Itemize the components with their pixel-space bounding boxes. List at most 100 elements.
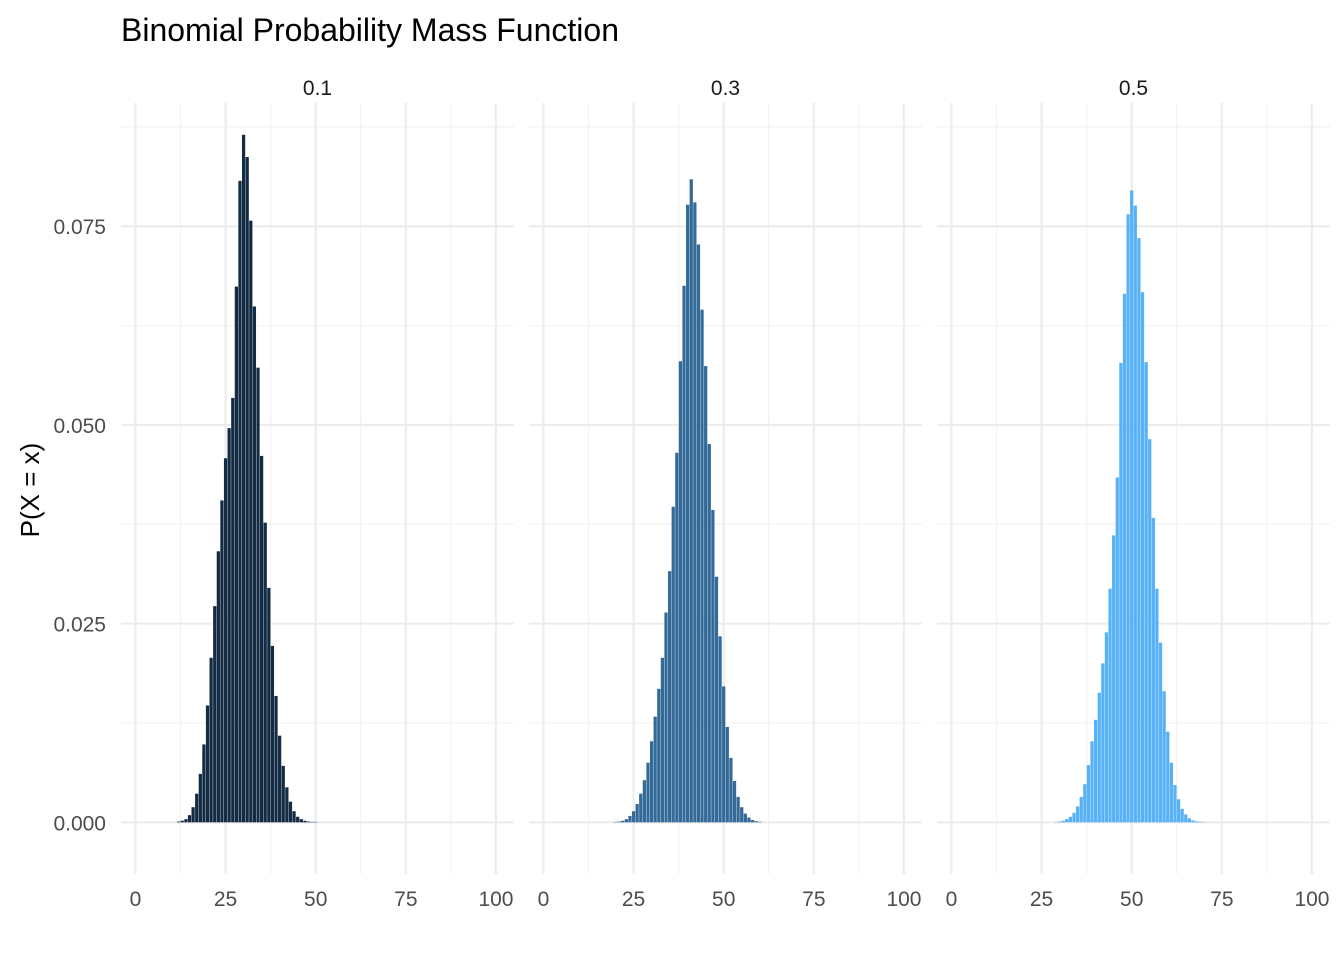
- bar-x-60: [758, 822, 761, 823]
- bar-x-46: [708, 444, 711, 822]
- bar-x-45: [296, 817, 299, 823]
- bar-x-34: [1072, 813, 1075, 823]
- x-tick-label: 50: [304, 888, 327, 911]
- bar-x-42: [693, 202, 696, 822]
- bar-x-21: [618, 822, 621, 823]
- x-tick-label: 0: [130, 888, 142, 911]
- bar-x-41: [282, 766, 285, 822]
- bar-x-54: [1145, 362, 1148, 822]
- bar-x-20: [206, 705, 209, 822]
- bar-x-16: [191, 807, 194, 822]
- bar-x-15: [188, 815, 191, 822]
- y-tick-label: 0.050: [53, 415, 106, 438]
- bar-x-63: [1177, 799, 1180, 822]
- bar-x-48: [307, 822, 310, 823]
- bar-x-53: [733, 781, 736, 822]
- bar-x-38: [271, 646, 274, 822]
- bar-x-39: [1090, 741, 1093, 822]
- y-axis-label: P(X = x): [15, 443, 45, 538]
- bar-x-36: [672, 507, 675, 823]
- bar-x-59: [1163, 691, 1166, 822]
- facet-strip-label: 0.1: [303, 77, 332, 100]
- bar-x-47: [303, 821, 306, 823]
- bar-x-57: [1155, 589, 1158, 823]
- bar-x-45: [1112, 535, 1115, 822]
- x-tick-label: 0: [946, 888, 958, 911]
- bar-x-44: [1108, 589, 1111, 823]
- bar-x-24: [220, 500, 223, 822]
- x-tick-label: 50: [1120, 888, 1143, 911]
- x-tick-label: 75: [394, 888, 417, 911]
- bar-x-51: [1134, 206, 1137, 823]
- chart-title: Binomial Probability Mass Function: [121, 12, 619, 48]
- bar-x-31: [1062, 821, 1065, 823]
- bar-x-48: [1123, 294, 1126, 823]
- bar-x-47: [711, 510, 714, 822]
- bar-x-41: [690, 179, 693, 822]
- x-tick-label: 50: [712, 888, 735, 911]
- bar-x-26: [228, 428, 231, 822]
- bar-x-24: [628, 816, 631, 822]
- bar-x-38: [679, 361, 682, 822]
- bar-x-36: [264, 523, 267, 823]
- bar-x-23: [625, 819, 628, 822]
- bar-x-31: [246, 157, 249, 822]
- bar-x-50: [1130, 190, 1133, 822]
- bar-x-18: [199, 774, 202, 822]
- bar-x-13: [181, 821, 184, 823]
- bar-x-27: [639, 794, 642, 823]
- bar-x-61: [1170, 763, 1173, 823]
- bar-x-35: [668, 571, 671, 822]
- bar-x-58: [751, 820, 754, 822]
- bar-x-32: [1065, 819, 1068, 822]
- facet-strip-label: 0.3: [711, 77, 740, 100]
- bar-x-44: [292, 811, 295, 822]
- bar-x-12: [177, 822, 180, 823]
- bar-x-43: [697, 244, 700, 822]
- bar-x-28: [235, 287, 238, 823]
- bar-x-40: [1094, 720, 1097, 823]
- bar-x-17: [195, 794, 198, 823]
- x-tick-label: 100: [1294, 888, 1329, 911]
- bar-x-36: [1080, 797, 1083, 822]
- x-tick-label: 75: [802, 888, 825, 911]
- bar-x-59: [755, 821, 758, 822]
- bar-x-23: [217, 551, 220, 822]
- bar-x-27: [231, 398, 234, 822]
- x-tick-label: 75: [1210, 888, 1233, 911]
- bar-x-52: [1137, 238, 1140, 822]
- bar-x-52: [729, 758, 732, 822]
- bar-x-14: [184, 819, 187, 822]
- bar-x-42: [1101, 663, 1104, 822]
- bar-x-53: [1141, 292, 1144, 822]
- bar-x-33: [253, 306, 256, 822]
- bar-x-30: [242, 135, 245, 823]
- bar-x-62: [1173, 785, 1176, 822]
- bar-x-30: [650, 741, 653, 822]
- bar-x-33: [661, 658, 664, 823]
- bar-x-29: [238, 181, 241, 822]
- bar-x-50: [722, 686, 725, 822]
- bar-x-65: [1184, 814, 1187, 822]
- bar-x-45: [704, 366, 707, 822]
- bar-x-37: [1083, 784, 1086, 822]
- bar-x-57: [747, 818, 750, 823]
- x-tick-label: 100: [478, 888, 513, 911]
- bar-x-43: [1105, 632, 1108, 822]
- bar-x-58: [1159, 643, 1162, 823]
- bar-x-28: [643, 780, 646, 822]
- bar-x-32: [657, 689, 660, 823]
- bar-x-46: [300, 819, 303, 822]
- facet-strip-label: 0.5: [1119, 77, 1148, 100]
- bar-x-34: [664, 613, 667, 823]
- bar-x-54: [737, 797, 740, 822]
- bar-x-19: [202, 744, 205, 822]
- x-tick-label: 0: [538, 888, 550, 911]
- bar-x-46: [1116, 477, 1119, 822]
- bar-x-55: [1148, 439, 1151, 822]
